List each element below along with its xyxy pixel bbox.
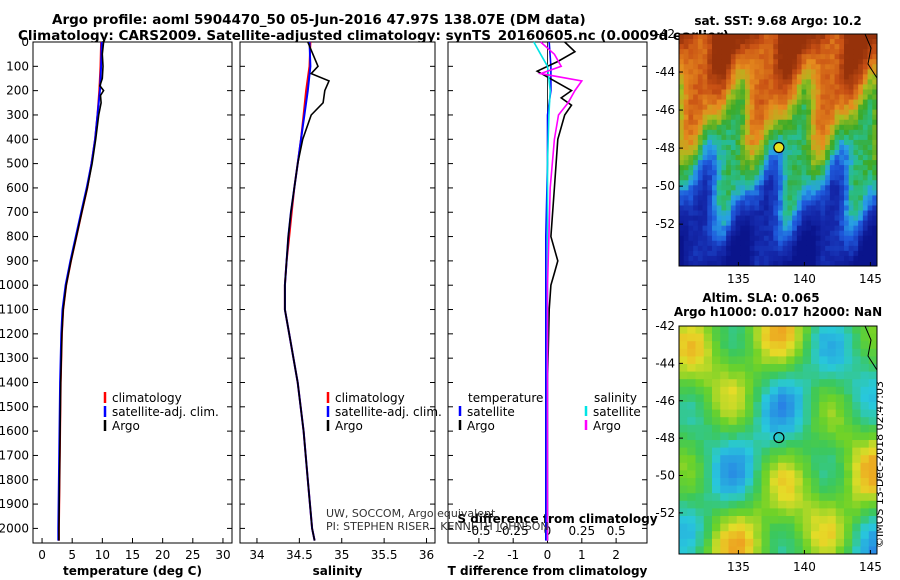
map-y-tick-label: -46 [655,394,675,408]
map-y-tick-label: -50 [655,179,675,193]
x-tick-label: -2 [473,548,485,562]
x-axis-label-temp: temperature (deg C) [63,564,202,578]
series-argo-temp [58,41,105,541]
depth-tick-label: 1400 [0,375,29,389]
map-frame-sst [678,33,878,267]
depth-tick-label: 1800 [0,473,29,487]
x-tick-label: 0 [544,548,552,562]
map-y-tick-label: -42 [655,27,675,41]
x-tick-label: 1 [578,548,586,562]
x-top-tick-label: -0.5 [467,524,490,538]
series-sal-argo-diff [537,41,584,541]
x-top-axis-label: S difference from climatology [457,512,657,526]
x-axis-label-sal: salinity [313,564,363,578]
legend-label: climatology [112,391,182,405]
x-tick-label: 30 [215,548,230,562]
legend-label: satellite [593,405,641,419]
x-tick-label: 36 [419,548,434,562]
depth-tick-label: 400 [6,132,29,146]
argo-position-marker [773,141,785,154]
depth-tick-label: 900 [6,254,29,268]
chart-title-line2: Climatology: CARS2009. Satellite-adjuste… [18,28,730,44]
map-y-tick-label: -42 [655,319,675,333]
depth-tick-label: 500 [6,157,29,171]
depth-tick-label: 800 [6,230,29,244]
x-tick-label: 34.5 [286,548,313,562]
map-x-tick-label: 135 [727,560,750,574]
map-y-tick-label: -46 [655,103,675,117]
depth-tick-label: 1600 [0,424,29,438]
x-tick-label: 2 [612,548,620,562]
depth-tick-label: 0 [21,35,29,49]
x-tick-label: 34 [249,548,264,562]
legend-heading-temperature: temperature [468,391,543,405]
x-top-tick-label: 0.5 [607,524,626,538]
x-tick-label: 5 [68,548,76,562]
series-argo-sal [284,41,331,541]
x-tick-label: 25 [185,548,200,562]
legend-label: Argo [335,419,363,433]
panel-frame-sal [239,41,436,544]
legend-label: satellite-adj. clim. [112,405,219,419]
series-temp-argo-diff [535,41,577,541]
credit-line-2: PI: STEPHEN RISER , KENNETH JOHNSON [326,520,549,533]
map-x-tick-label: 140 [793,272,816,286]
map-y-tick-label: -44 [655,65,675,79]
legend-label: satellite [467,405,515,419]
x-tick-label: 35.5 [371,548,398,562]
argo-position-marker [773,431,785,444]
legend-label: Argo [467,419,495,433]
legend-label: Argo [593,419,621,433]
x-tick-label: 15 [125,548,140,562]
depth-tick-label: 600 [6,181,29,195]
map-y-tick-label: -52 [655,506,675,520]
x-top-tick-label: 0.25 [568,524,595,538]
map-frame-sla [678,325,878,555]
panel-frame-temp [32,41,233,544]
chart-title-line1: Argo profile: aoml 5904470_50 05-Jun-201… [52,12,586,28]
map-x-tick-label: 145 [859,560,882,574]
map-sla [679,326,878,555]
depth-tick-label: 1300 [0,351,29,365]
map-x-tick-label: 140 [793,560,816,574]
x-tick-label: 35 [334,548,349,562]
depth-tick-label: 1000 [0,278,29,292]
depth-tick-label: 200 [6,84,29,98]
map-y-tick-label: -52 [655,217,675,231]
x-tick-label: 0 [38,548,46,562]
map-x-tick-label: 145 [859,272,882,286]
x-top-tick-label: -0.25 [498,524,529,538]
sla-map-subtitle: Argo h1000: 0.017 h2000: NaN [674,305,882,319]
map-y-tick-label: -48 [655,431,675,445]
legend-label: climatology [335,391,405,405]
coastline [864,325,878,371]
depth-tick-label: 1700 [0,448,29,462]
depth-tick-label: 100 [6,59,29,73]
x-axis-label-diff: T difference from climatology [448,564,648,578]
map-x-tick-label: 135 [727,272,750,286]
legend-heading-salinity: salinity [594,391,637,405]
x-tick-label: -1 [507,548,519,562]
legend-label: Argo [112,419,140,433]
depth-tick-label: 2000 [0,521,29,535]
credit-line-1: UW, SOCCOM, Argo equivalent [326,507,496,520]
map-y-tick-label: -50 [655,469,675,483]
coastline [864,33,878,79]
sst-map-title: sat. SST: 9.68 Argo: 10.2 [694,14,861,28]
depth-tick-label: 1900 [0,497,29,511]
depth-tick-label: 300 [6,108,29,122]
map-sst [679,34,878,267]
sla-map-title: Altim. SLA: 0.065 [702,291,819,305]
x-tick-label: 20 [155,548,170,562]
map-y-tick-label: -48 [655,141,675,155]
depth-tick-label: 700 [6,205,29,219]
depth-tick-label: 1100 [0,303,29,317]
x-tick-label: 10 [95,548,110,562]
depth-tick-label: 1200 [0,327,29,341]
legend-label: satellite-adj. clim. [335,405,442,419]
depth-tick-label: 1500 [0,400,29,414]
map-y-tick-label: -44 [655,356,675,370]
